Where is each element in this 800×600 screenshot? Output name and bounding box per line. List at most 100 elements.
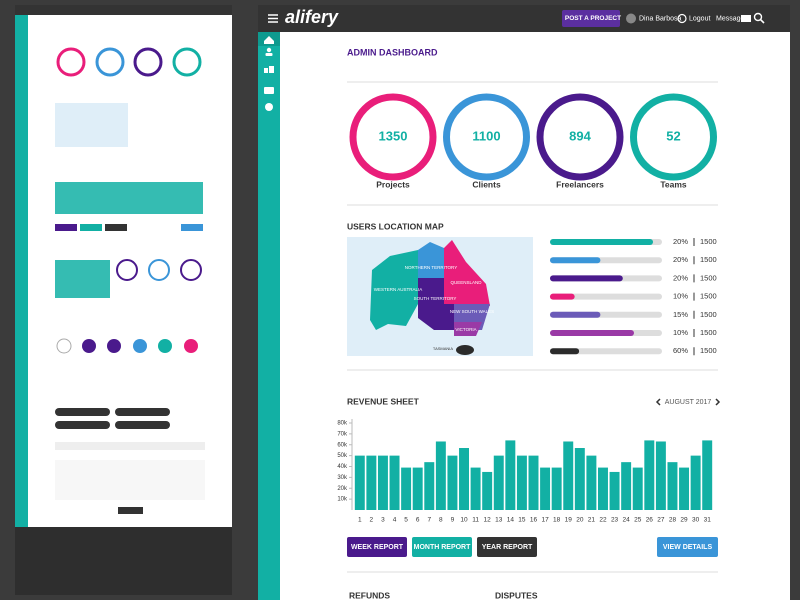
- user-name[interactable]: Dina Barbosa: [639, 15, 682, 22]
- y-tick-label: 20k: [337, 486, 348, 492]
- bar: [435, 441, 446, 510]
- x-tick-label: 18: [553, 517, 561, 524]
- x-tick-label: 19: [565, 517, 573, 524]
- x-tick-label: 12: [484, 517, 492, 524]
- mail-icon[interactable]: [741, 15, 751, 22]
- avatar[interactable]: [626, 13, 636, 24]
- x-tick-label: 27: [657, 517, 665, 524]
- bar: [412, 467, 423, 510]
- count: 1500: [700, 273, 717, 282]
- stat-ring: [349, 93, 437, 181]
- search-icon[interactable]: [753, 12, 763, 22]
- bar: [482, 471, 493, 510]
- bar: [389, 455, 400, 510]
- bar: [621, 462, 632, 510]
- bar: [447, 455, 458, 510]
- x-tick-label: 10: [460, 517, 468, 524]
- stat-value: 1350: [379, 128, 408, 143]
- logo[interactable]: alifery: [285, 7, 339, 27]
- bar: [493, 455, 504, 510]
- x-tick-label: 20: [576, 517, 584, 524]
- x-tick-label: 2: [370, 517, 374, 524]
- view-details-button[interactable]: [657, 537, 718, 557]
- percent: 10%: [673, 292, 688, 301]
- count: 1500: [700, 255, 717, 264]
- region-label: TASMANIA: [433, 346, 453, 351]
- bar: [690, 455, 701, 510]
- stat-ring: [630, 93, 717, 181]
- count: 1500: [700, 237, 717, 246]
- y-tick-label: 80k: [337, 421, 348, 427]
- stat-value: 1100: [472, 128, 500, 143]
- logout-icon[interactable]: [677, 13, 687, 24]
- x-tick-label: 3: [381, 517, 385, 524]
- x-tick-label: 31: [704, 517, 712, 524]
- count: 1500: [700, 346, 717, 355]
- period: AUGUST 2017: [665, 399, 712, 406]
- percent: 20%: [673, 273, 688, 282]
- x-tick-label: 6: [416, 517, 420, 524]
- x-tick-label: 16: [530, 517, 538, 524]
- bar: [702, 440, 713, 510]
- year-report-button[interactable]: [477, 537, 537, 557]
- next-month[interactable]: [715, 398, 721, 406]
- button-label: WEEK REPORT: [351, 544, 404, 551]
- progress-fill: [550, 311, 601, 318]
- x-tick-label: 1: [358, 517, 362, 524]
- percent: 60%: [673, 346, 688, 355]
- count: 1500: [700, 292, 717, 301]
- y-tick-label: 70k: [337, 431, 348, 437]
- logout[interactable]: Logout: [689, 15, 710, 22]
- section-title: DISPUTES: [495, 590, 538, 600]
- top-bar: [258, 5, 790, 32]
- sidebar: [258, 32, 280, 600]
- bar: [424, 462, 435, 510]
- x-tick-label: 17: [541, 517, 549, 524]
- bar: [366, 455, 377, 510]
- prev-month[interactable]: [655, 398, 661, 406]
- stat-value: 894: [569, 128, 591, 143]
- sidebar-icons[interactable]: [264, 36, 274, 111]
- section-title: USERS LOCATION MAP: [347, 221, 444, 231]
- progress-fill: [550, 330, 634, 336]
- progress-track: [550, 293, 662, 300]
- bar: [470, 467, 481, 510]
- x-tick-label: 21: [588, 517, 596, 524]
- y-tick-label: 40k: [337, 464, 348, 470]
- section-title: REFUNDS: [349, 590, 390, 600]
- x-tick-label: 25: [634, 517, 642, 524]
- percent: 10%: [673, 328, 688, 337]
- bar: [586, 455, 597, 510]
- chart-title: REVENUE SHEET: [347, 396, 420, 406]
- main-panel: alifery POST A PROJECT Dina Barbosa Logo…: [258, 5, 790, 600]
- post-project-button[interactable]: [562, 10, 620, 27]
- button-label: VIEW DETAILS: [663, 544, 713, 551]
- bar: [655, 441, 666, 510]
- x-tick-label: 7: [427, 517, 431, 524]
- x-tick-label: 28: [669, 517, 677, 524]
- progress-fill: [550, 275, 623, 282]
- map-regions: [370, 240, 490, 355]
- x-tick-label: 15: [518, 517, 526, 524]
- month-report-button[interactable]: [412, 537, 472, 557]
- stat-label: Clients: [472, 179, 501, 189]
- x-tick-label: 9: [451, 517, 455, 524]
- x-tick-label: 24: [623, 517, 631, 524]
- bar: [354, 455, 365, 510]
- bar: [540, 467, 551, 510]
- messages[interactable]: Messages: [716, 15, 748, 22]
- button-label: YEAR REPORT: [482, 544, 533, 551]
- bar: [528, 455, 539, 510]
- bar: [644, 440, 655, 510]
- stat-label: Projects: [376, 179, 410, 189]
- week-report-button[interactable]: [347, 537, 407, 557]
- bar: [609, 471, 620, 510]
- bar: [377, 455, 388, 510]
- count: 1500: [700, 310, 717, 319]
- x-tick-label: 29: [680, 517, 688, 524]
- bar: [667, 462, 678, 510]
- menu-icon[interactable]: [268, 14, 278, 23]
- stat-ring: [443, 93, 530, 181]
- post-project-label: POST A PROJECT: [565, 15, 621, 22]
